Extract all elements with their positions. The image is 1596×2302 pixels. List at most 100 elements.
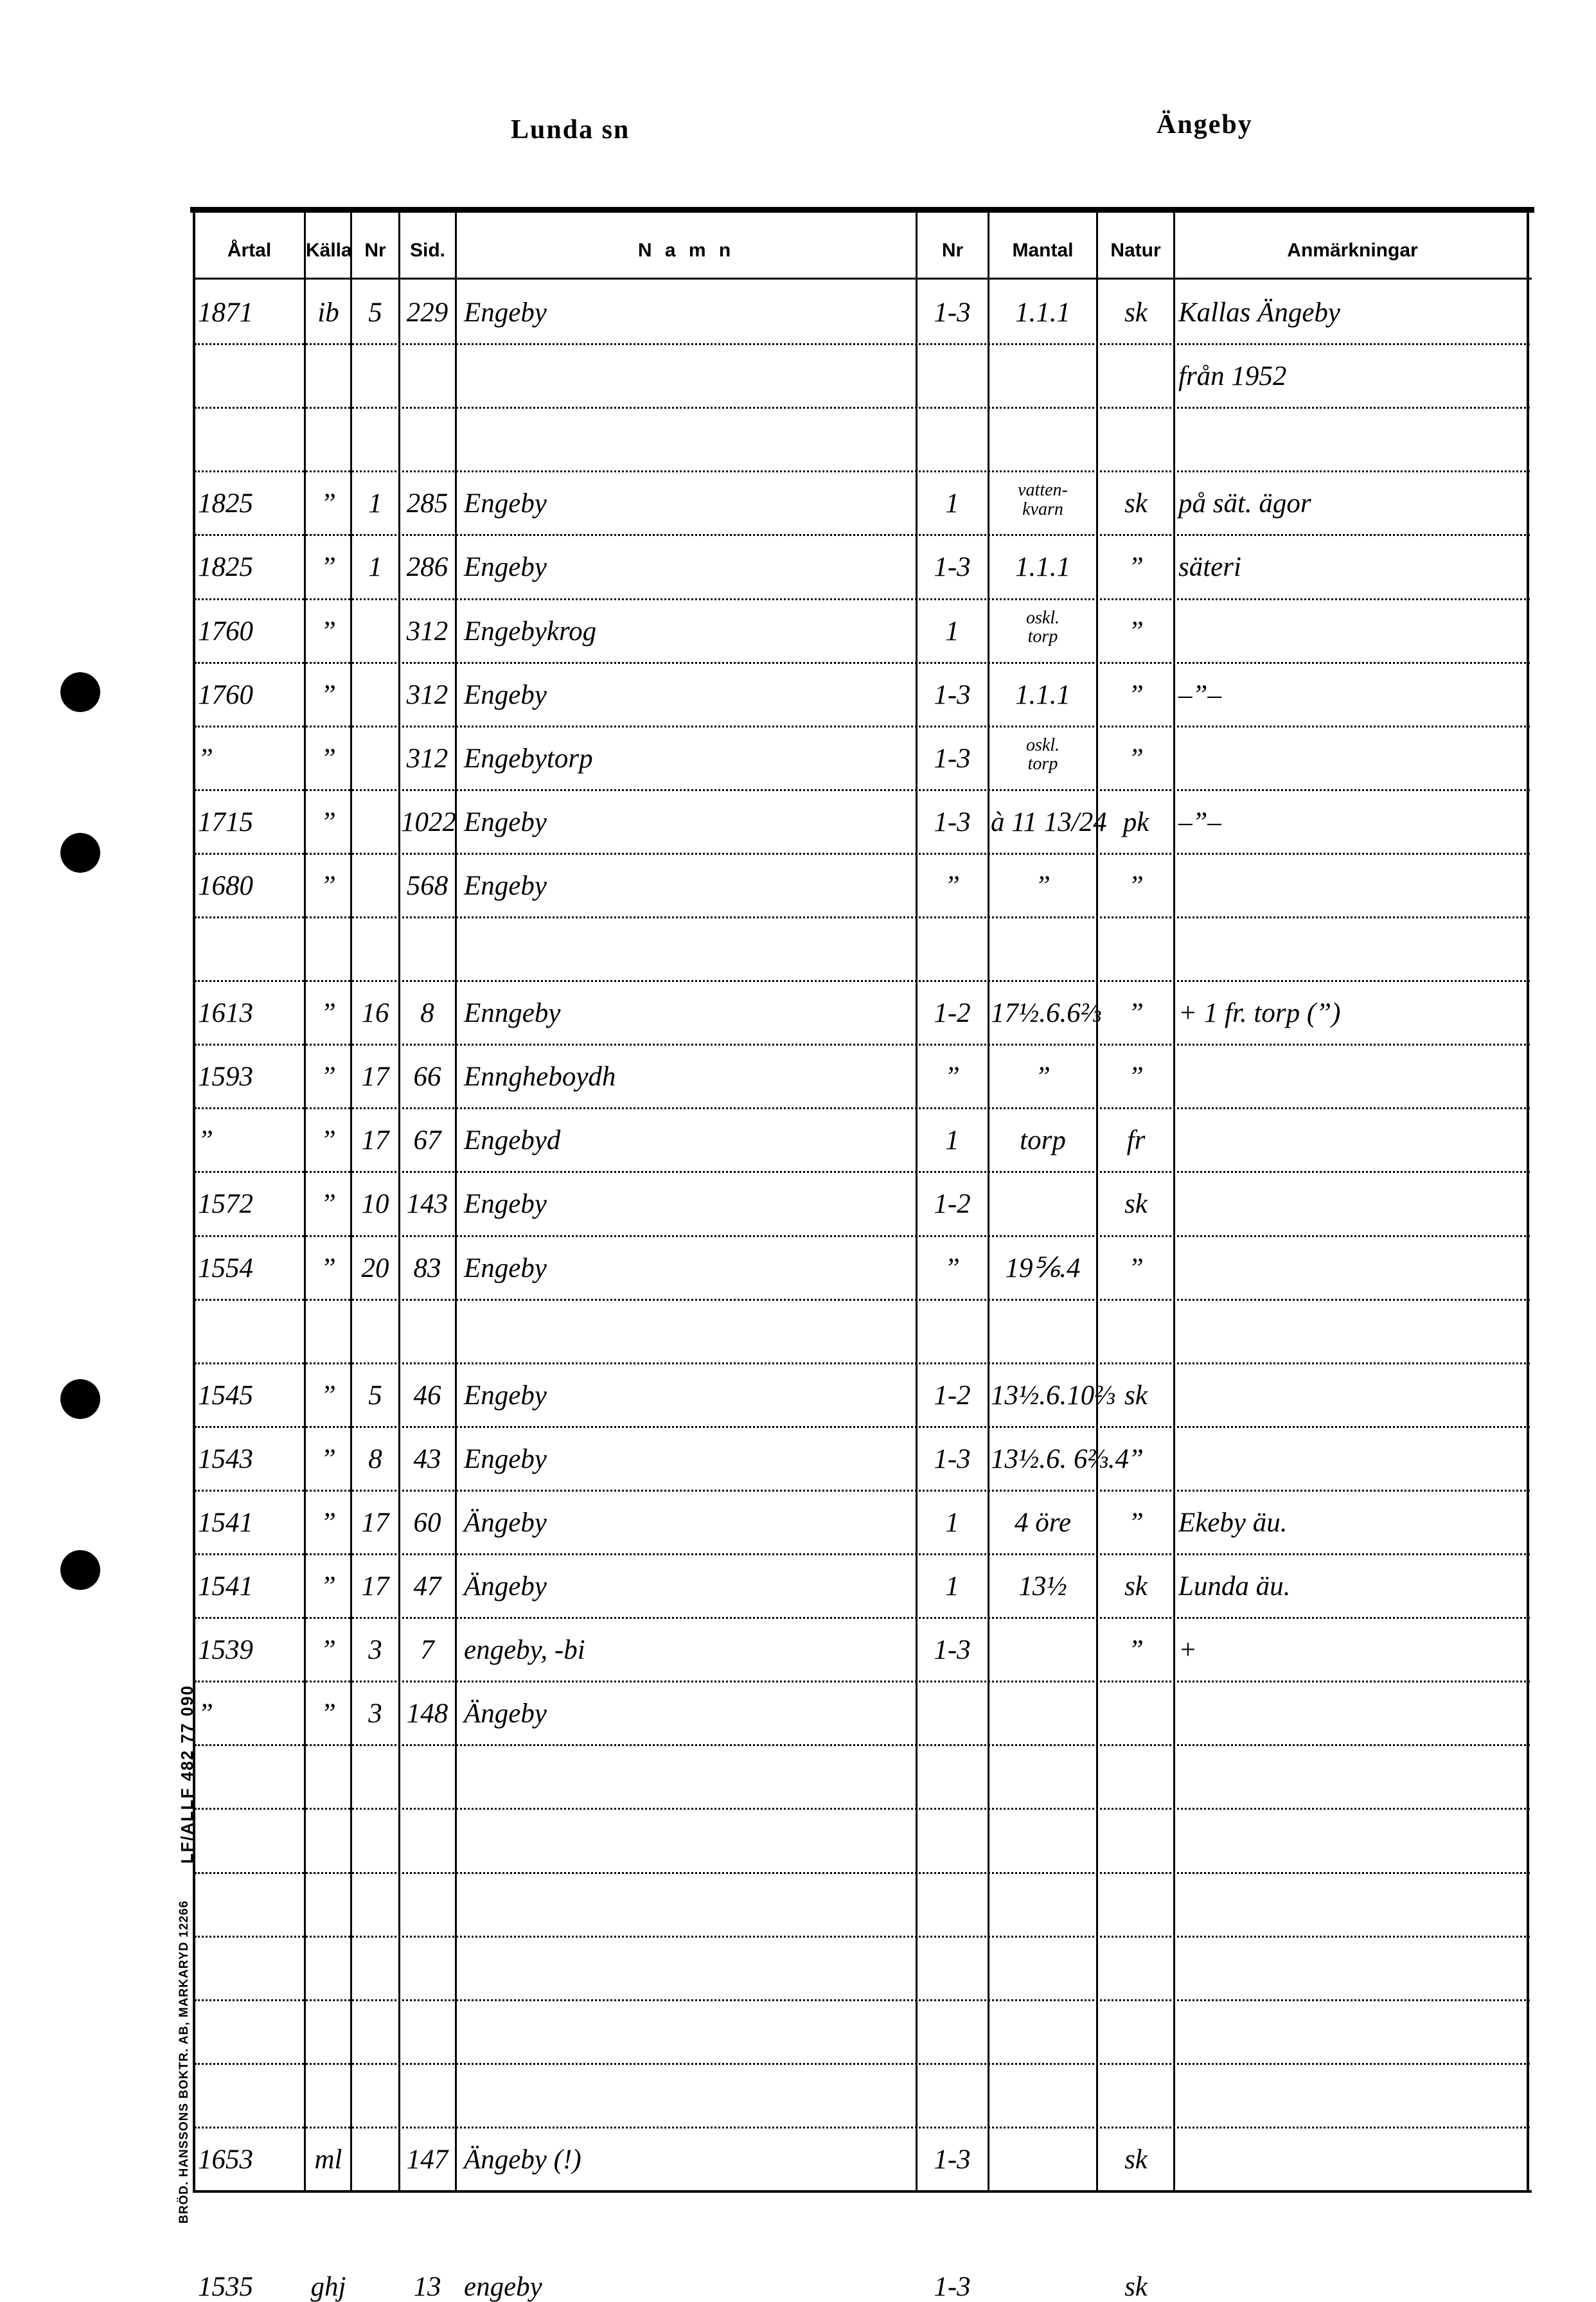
cell-sid: 312 xyxy=(406,743,448,774)
cell-nr2: 1-3 xyxy=(934,743,971,774)
column-rule-nr-sid xyxy=(398,212,400,2191)
cell-anmarkningar: Lunda äu. xyxy=(1178,1571,1291,1602)
cell-nr2: 1-3 xyxy=(934,1635,971,1666)
cell-sid: 43 xyxy=(413,1443,441,1474)
cell-natur: ” xyxy=(1128,998,1144,1029)
cell-natur: ” xyxy=(1128,1443,1144,1474)
row-separator xyxy=(195,1044,1530,1046)
cell-sid: 312 xyxy=(406,679,448,710)
cell-kalla: ” xyxy=(321,1699,336,1729)
cell-kalla: ib xyxy=(317,298,339,328)
cell-natur: sk xyxy=(1124,1571,1148,1602)
cell-nr1: 17 xyxy=(361,1507,389,1538)
cell-sid: 47 xyxy=(413,1571,441,1602)
row-separator xyxy=(195,2126,1530,2128)
cell-artal: 1825 xyxy=(198,488,253,519)
row-separator xyxy=(195,1553,1530,1555)
page-header: Lunda sn Ängeby xyxy=(0,109,1596,161)
cell-mantal: vatten-kvarn xyxy=(1018,480,1068,519)
cell-nr1: 3 xyxy=(368,1635,382,1666)
cell-anmarkningar: + 1 fr. torp (”) xyxy=(1178,998,1341,1029)
column-rule-kalla-nr xyxy=(350,212,352,2191)
cell-anmarkningar: Kallas Ängeby xyxy=(1178,298,1340,328)
row-separator xyxy=(195,1808,1530,1810)
cell-mantal: torp xyxy=(1020,1125,1066,1156)
cell-artal: 1680 xyxy=(198,870,253,901)
punch-mark xyxy=(60,1550,100,1590)
row-separator xyxy=(195,407,1530,409)
punch-mark xyxy=(60,833,100,873)
cell-nr2: ” xyxy=(944,1062,960,1093)
row-separator xyxy=(195,1871,1530,1874)
punch-mark xyxy=(60,1379,100,1419)
cell-namn: Engeby xyxy=(464,1253,547,1283)
cell-sid: 148 xyxy=(406,1699,448,1729)
cell-mantal: 1.1.1 xyxy=(1015,679,1070,710)
cell-natur: ” xyxy=(1128,616,1144,647)
cell-sid: 143 xyxy=(406,1189,448,1220)
cell-artal: 1871 xyxy=(198,298,253,328)
cell-natur: ” xyxy=(1128,1062,1144,1093)
cell-natur: sk xyxy=(1124,488,1148,519)
cell-namn: Engeby xyxy=(464,552,547,583)
cell-kalla: ” xyxy=(321,1443,336,1474)
cell-kalla: ” xyxy=(321,1125,336,1156)
column-rule-sid-namn xyxy=(455,212,457,2191)
cell-namn: Engeby xyxy=(464,679,547,710)
cell-mantal: ” xyxy=(1035,1062,1051,1093)
column-header-nr1: Nr xyxy=(364,240,386,261)
cell-sid: 60 xyxy=(413,1507,441,1538)
column-header-nr2: Nr xyxy=(941,240,964,261)
row-separator xyxy=(195,980,1530,983)
column-rule-nr2-mantal xyxy=(988,212,989,2191)
cell-mantal: 19⅚.4 xyxy=(1005,1253,1081,1283)
cell-kalla: ” xyxy=(321,1253,336,1283)
cell-anmarkningar: på sät. ägor xyxy=(1178,488,1311,519)
cell-sid: 13 xyxy=(413,2272,441,2302)
row-separator xyxy=(195,1617,1530,1619)
cell-kalla: ” xyxy=(321,488,336,519)
cell-nr1: 16 xyxy=(361,998,389,1029)
cell-sid: 83 xyxy=(413,1253,441,1283)
column-rule-artal-kalla xyxy=(304,212,306,2191)
row-separator xyxy=(195,2062,1530,2065)
cell-natur: pk xyxy=(1122,807,1149,837)
cell-kalla: ” xyxy=(321,998,336,1029)
cell-kalla: ghj xyxy=(310,2272,346,2302)
row-separator xyxy=(195,1681,1530,1683)
table-header-rule xyxy=(193,278,1532,280)
cell-namn: Ängeby (!) xyxy=(464,2144,581,2175)
cell-mantal: 13½.6. 6⅔.4 xyxy=(991,1443,1129,1474)
row-separator xyxy=(195,1744,1530,1747)
cell-kalla: ” xyxy=(321,1635,336,1666)
cell-mantal: oskl. torp xyxy=(1025,607,1060,647)
punch-mark xyxy=(60,672,100,712)
cell-natur: fr xyxy=(1126,1125,1146,1156)
cell-sid: 312 xyxy=(406,616,448,647)
cell-namn: Engeby xyxy=(464,1443,547,1474)
cell-artal: 1543 xyxy=(198,1443,253,1474)
cell-namn: Ängeby xyxy=(464,1571,547,1602)
cell-artal: 1593 xyxy=(198,1062,253,1093)
cell-kalla: ” xyxy=(321,616,336,647)
cell-kalla: ” xyxy=(321,870,336,901)
column-rule-natur-anm xyxy=(1173,212,1175,2191)
cell-natur: ” xyxy=(1128,1253,1144,1283)
row-separator xyxy=(195,598,1530,600)
cell-nr2: 1-2 xyxy=(934,1189,971,1220)
cell-artal: ” xyxy=(198,743,213,774)
column-rule-mantal-natur xyxy=(1096,212,1098,2191)
cell-natur: ” xyxy=(1128,679,1144,710)
cell-nr2: 1-3 xyxy=(934,552,971,583)
cell-artal: ” xyxy=(198,1125,213,1156)
cell-nr1: 17 xyxy=(361,1571,389,1602)
column-rule-namn-nr2 xyxy=(916,212,918,2191)
cell-sid: 7 xyxy=(420,1635,434,1666)
row-separator xyxy=(195,1489,1530,1492)
cell-artal: 1535 xyxy=(198,2272,253,2302)
printer-imprint: BRÖD. HANSSONS BOKTR. AB, MARKARYD 12266 xyxy=(177,1900,191,2224)
cell-natur: ” xyxy=(1128,743,1144,774)
cell-artal: ” xyxy=(198,1699,213,1729)
cell-namn: Ängeby xyxy=(464,1699,547,1729)
column-header-artal: Årtal xyxy=(227,240,272,261)
